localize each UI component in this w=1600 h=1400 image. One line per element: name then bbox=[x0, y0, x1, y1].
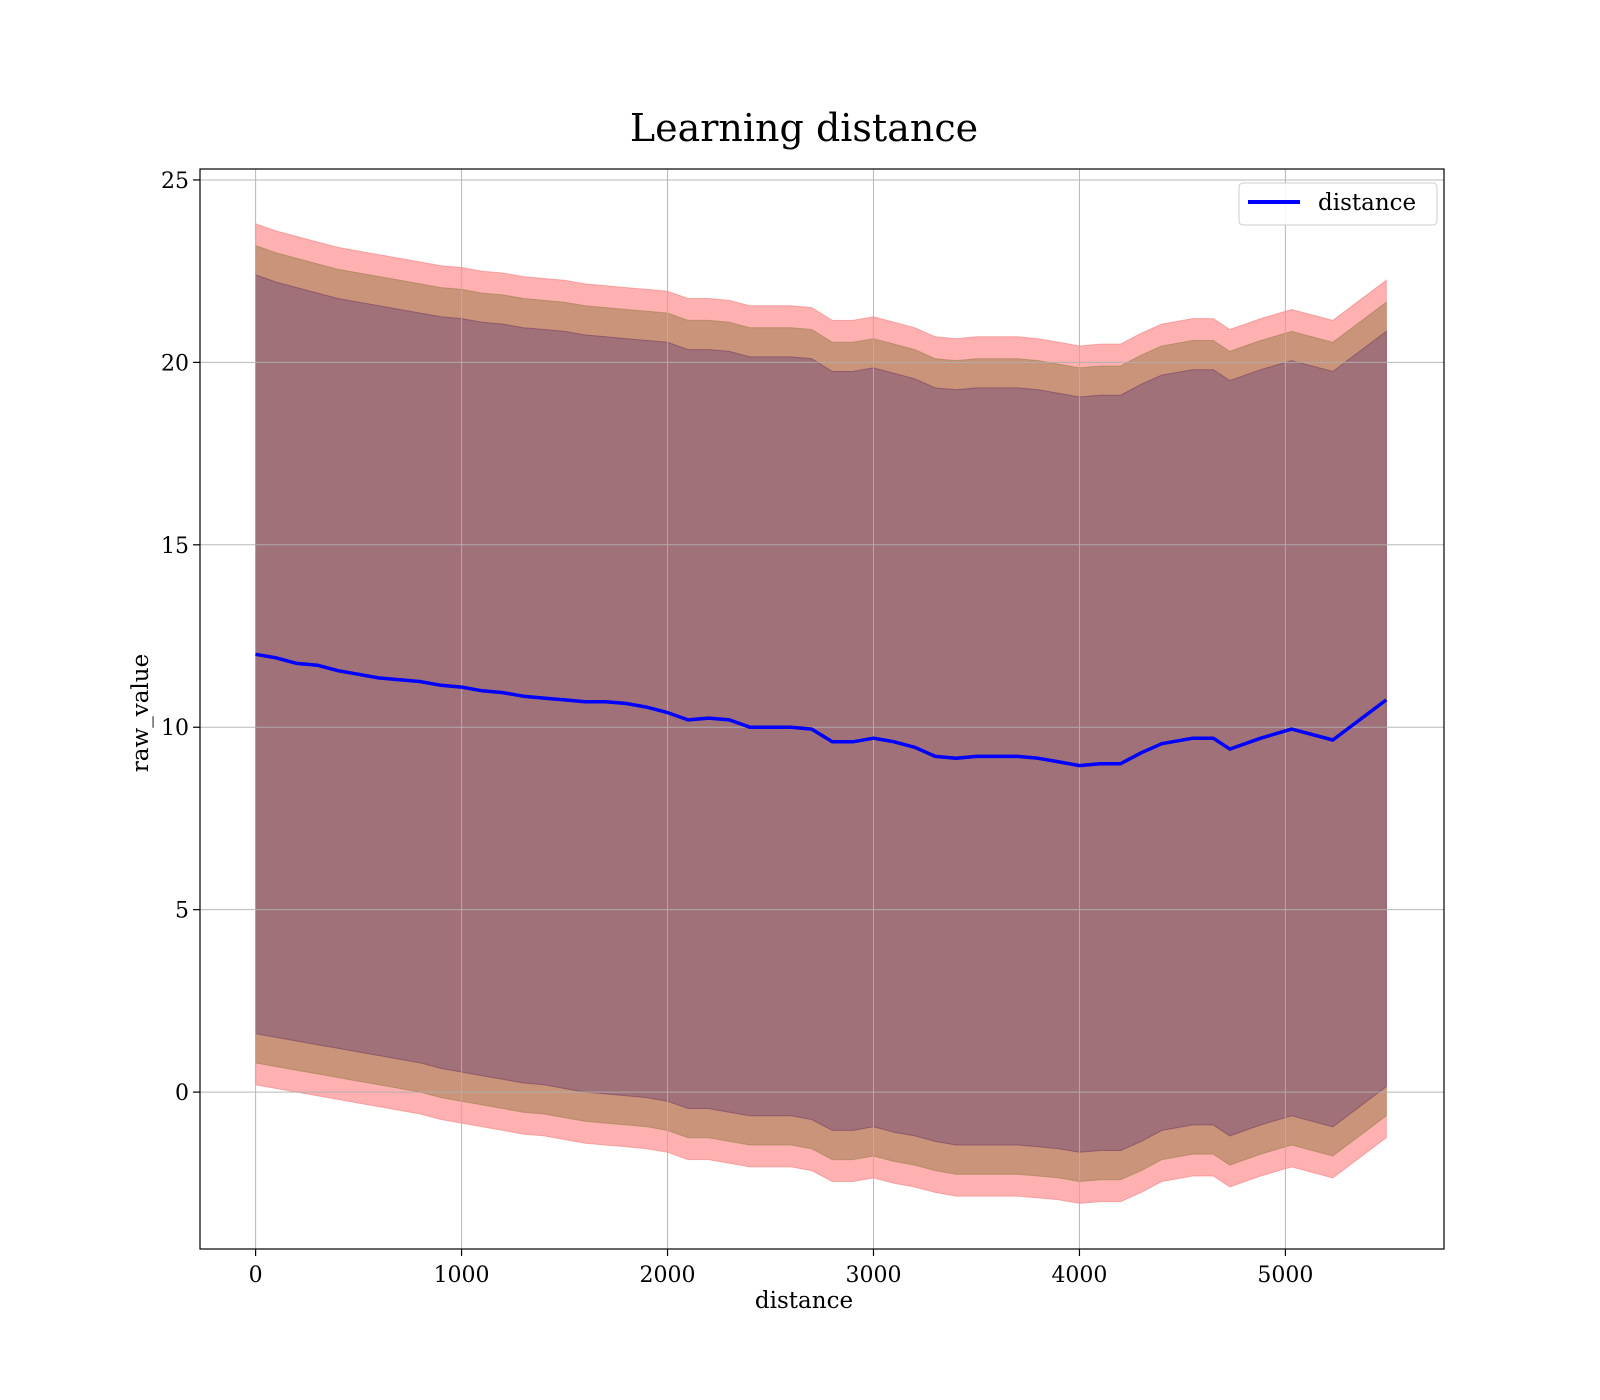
x-tick-label: 4000 bbox=[1051, 1263, 1107, 1288]
x-tick-label: 5000 bbox=[1257, 1263, 1313, 1288]
plot-area bbox=[200, 169, 1444, 1249]
y-axis: 0 5 10 15 20 25 bbox=[161, 169, 200, 1106]
x-tick-label: 3000 bbox=[845, 1263, 901, 1288]
y-axis-label: raw_value bbox=[128, 654, 154, 772]
series-line-distance bbox=[255, 652, 1388, 768]
y-tick-label: 25 bbox=[161, 169, 189, 194]
axes-frame bbox=[199, 168, 1445, 1250]
y-tick-label: 20 bbox=[161, 351, 189, 376]
legend-entry-distance: distance bbox=[1318, 190, 1416, 216]
x-tick-label: 1000 bbox=[434, 1263, 490, 1288]
x-axis-label: distance bbox=[755, 1288, 853, 1314]
x-tick-label: 0 bbox=[249, 1263, 263, 1288]
y-tick-label: 10 bbox=[161, 716, 189, 741]
x-axis: 0 1000 2000 3000 4000 5000 bbox=[249, 1249, 1313, 1288]
inner-band bbox=[255, 274, 1387, 1153]
legend: distance bbox=[1238, 182, 1438, 226]
y-tick-label: 5 bbox=[175, 899, 189, 924]
y-tick-label: 0 bbox=[175, 1081, 189, 1106]
y-tick-label: 15 bbox=[161, 534, 189, 559]
x-tick-label: 2000 bbox=[640, 1263, 696, 1288]
legend-box bbox=[1238, 182, 1438, 226]
chart-title: Learning distance bbox=[630, 106, 978, 150]
grid bbox=[200, 169, 1444, 1249]
